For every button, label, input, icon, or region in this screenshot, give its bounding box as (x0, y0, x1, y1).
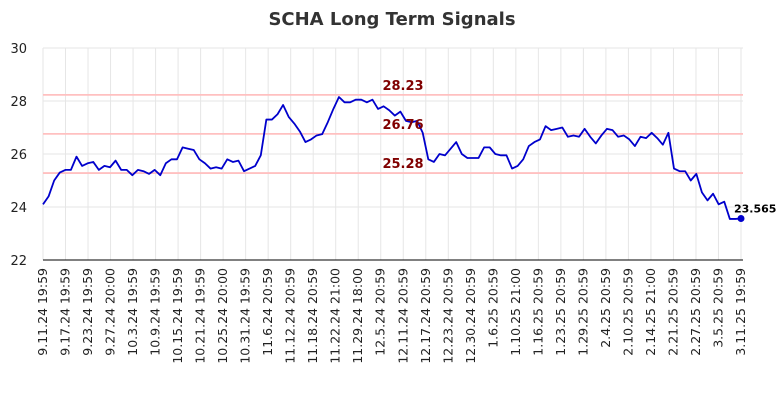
x-tick-label: 10.21.24 19:59 (193, 268, 208, 364)
x-tick-label: 10.9.24 19:59 (148, 268, 163, 356)
chart-title: SCHA Long Term Signals (268, 9, 515, 30)
x-tick-label: 12.11.24 20:59 (395, 268, 410, 364)
y-tick-label: 30 (10, 42, 27, 57)
reference-line-label: 28.23 (382, 79, 423, 94)
x-tick-label: 1.6.25 20:59 (485, 268, 500, 348)
x-tick-label: 2.10.25 20:59 (620, 268, 635, 356)
x-tick-label: 2.4.25 20:59 (598, 268, 613, 348)
x-tick-label: 12.23.24 20:59 (440, 268, 455, 364)
x-tick-label: 9.17.24 19:59 (58, 268, 73, 356)
x-tick-label: 11.22.24 21:00 (328, 268, 343, 364)
x-tick-label: 2.21.25 20:59 (665, 268, 680, 356)
x-tick-label: 9.27.24 20:00 (103, 268, 118, 356)
x-tick-label: 11.6.24 20:59 (260, 268, 275, 356)
x-tick-label: 1.23.25 20:59 (553, 268, 568, 356)
x-tick-label: 1.16.25 20:59 (530, 268, 545, 356)
label-layer: 22 24 26 28 30 9.11.24 19:59 9.17.24 19:59 9.23… (10, 42, 776, 364)
x-tick-label: 9.23.24 19:59 (80, 268, 95, 356)
last-value-label: 23.565 (734, 203, 776, 216)
last-point-marker (738, 215, 745, 222)
x-tick-label: 2.14.25 21:00 (643, 268, 658, 356)
reference-line-label: 26.76 (382, 118, 423, 133)
x-tick-label: 10.3.24 19:59 (125, 268, 140, 356)
x-tick-label: 12.5.24 20:59 (373, 268, 388, 356)
x-tick-label: 3.11.25 19:59 (733, 268, 748, 356)
x-tick-label: 11.29.24 18:00 (350, 268, 365, 364)
x-tick-label: 9.11.24 19:59 (35, 268, 50, 356)
x-tick-label: 1.10.25 21:00 (508, 268, 523, 356)
x-tick-label: 11.12.24 20:59 (283, 268, 298, 364)
x-tick-label: 12.17.24 20:59 (418, 268, 433, 364)
y-tick-label: 22 (10, 254, 27, 269)
x-tick-label: 2.27.25 20:59 (688, 268, 703, 356)
x-tick-label: 10.15.24 19:59 (170, 268, 185, 364)
y-tick-label: 24 (10, 201, 27, 216)
x-tick-label: 3.5.25 20:59 (710, 268, 725, 348)
x-tick-label: 10.31.24 19:59 (238, 268, 253, 364)
x-tick-label: 1.29.25 20:59 (575, 268, 590, 356)
y-tick-label: 28 (10, 95, 27, 110)
reference-line-label: 25.28 (382, 157, 423, 172)
x-tick-label: 12.30.24 20:59 (463, 268, 478, 364)
y-tick-label: 26 (10, 148, 27, 163)
x-tick-label: 11.18.24 20:59 (305, 268, 320, 364)
x-tick-label: 10.25.24 20:00 (215, 268, 230, 364)
